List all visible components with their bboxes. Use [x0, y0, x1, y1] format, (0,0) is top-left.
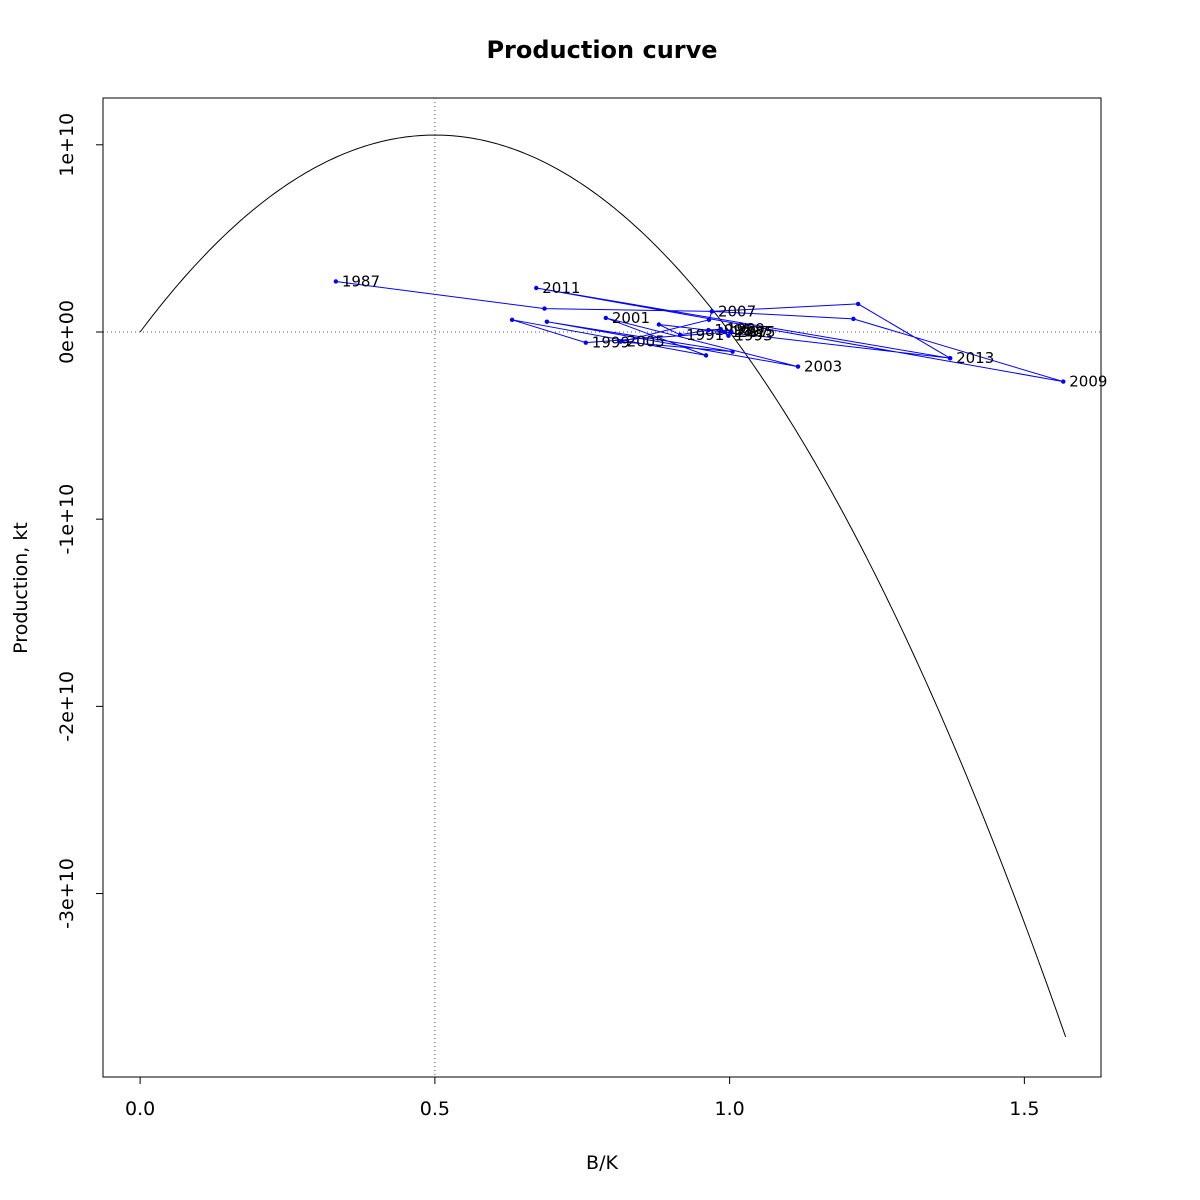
data-point [706, 327, 711, 333]
plot-frame [102, 97, 1102, 1078]
chart-title: Production curve [486, 36, 717, 64]
data-point [618, 339, 623, 344]
x-tick-label: 1.0 [715, 1098, 745, 1120]
point-label: 2001 [612, 309, 650, 327]
data-point [1061, 379, 1066, 384]
point-label: 2005 [627, 333, 665, 351]
point-label: 2011 [542, 279, 580, 297]
production-curve-line [139, 134, 1067, 1038]
data-point [677, 332, 683, 337]
data-point [709, 309, 715, 314]
point-label: 1995 [714, 321, 752, 339]
point-label: 2007 [718, 302, 756, 320]
y-tick-label: 1e+10 [56, 113, 78, 177]
point-label: 1989 [727, 320, 765, 338]
data-point [706, 317, 712, 323]
data-point [855, 301, 861, 307]
data-point [603, 315, 609, 321]
data-point [718, 326, 723, 332]
x-tick-label: 0.5 [420, 1098, 450, 1120]
y-tick-label: -1e+10 [56, 484, 78, 555]
data-point [730, 349, 735, 354]
point-label: 1999 [592, 334, 630, 352]
point-label: 2003 [804, 358, 842, 376]
data-point [851, 316, 856, 322]
data-point [333, 279, 339, 284]
data-point [509, 317, 515, 323]
data-point [721, 329, 726, 335]
data-point [726, 333, 731, 338]
data-point [947, 355, 953, 361]
data-point [534, 285, 539, 291]
data-point [583, 340, 588, 345]
x-axis-label: B/K [586, 1152, 618, 1174]
data-point [542, 306, 547, 311]
data-point [656, 322, 662, 327]
y-tick-label: -2e+10 [56, 671, 78, 742]
point-label: 1997 [731, 323, 769, 341]
point-label: 1993 [734, 327, 772, 345]
y-tick-label: 0e+00 [56, 300, 78, 364]
point-label: 2015 [737, 323, 775, 341]
x-tick-label: 0.0 [125, 1098, 155, 1120]
data-point [729, 329, 734, 335]
data-point [703, 353, 709, 358]
data-point [544, 319, 550, 324]
point-label: 2009 [1069, 373, 1107, 391]
data-point [795, 364, 801, 369]
point-label: 2013 [956, 349, 994, 367]
point-label: 1987 [342, 272, 380, 290]
point-label: 1991 [686, 326, 724, 344]
y-tick-label: -3e+10 [56, 858, 78, 929]
y-axis-label: Production, kt [10, 522, 32, 654]
x-tick-label: 1.5 [1009, 1098, 1039, 1120]
